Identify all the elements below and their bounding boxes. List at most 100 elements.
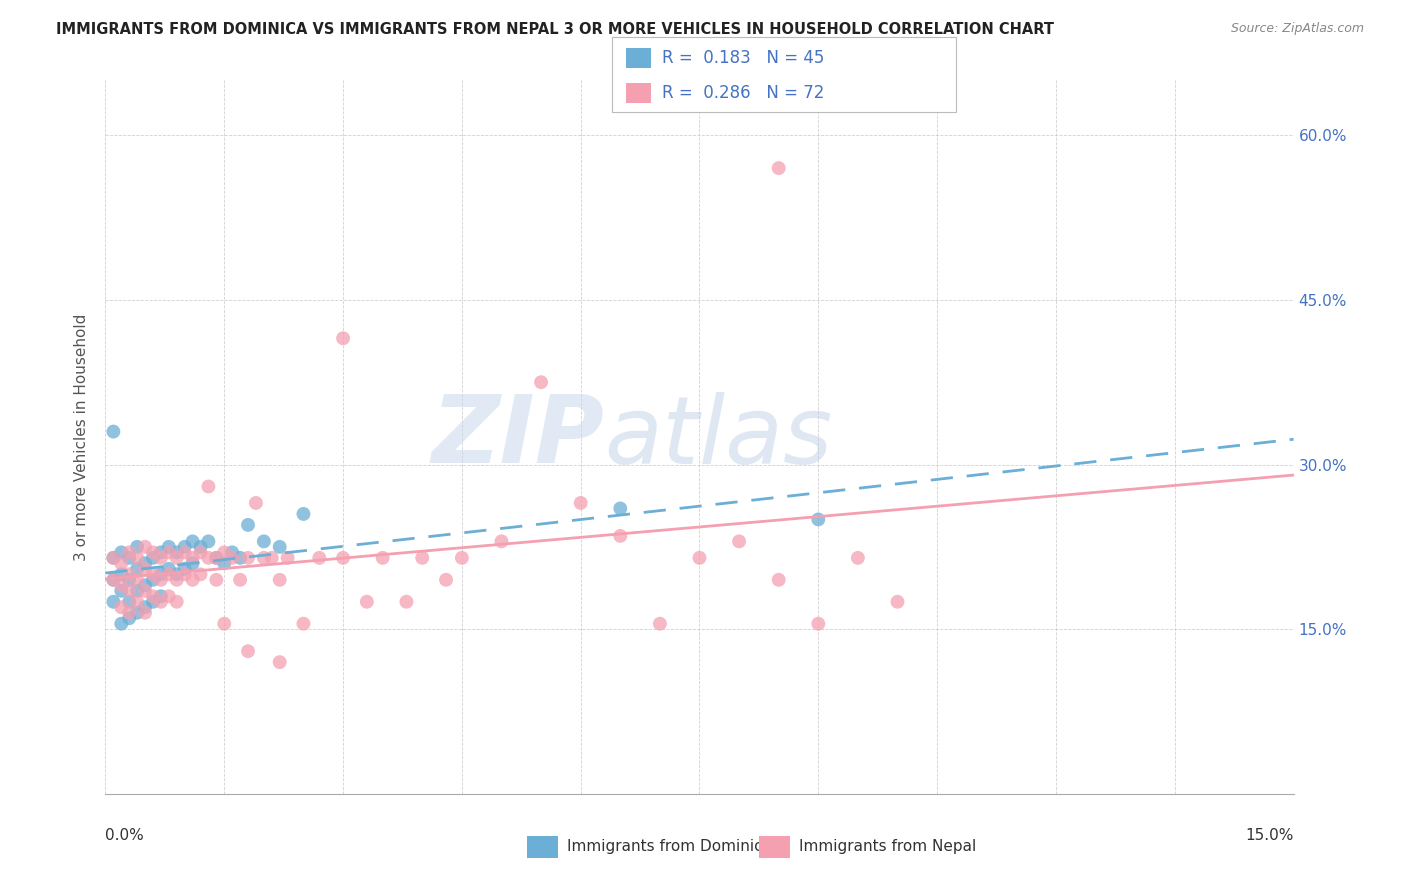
Point — [173, 562, 195, 576]
Point — [149, 573, 172, 587]
Point — [332, 331, 354, 345]
Point — [609, 501, 631, 516]
Point — [728, 534, 751, 549]
Point — [127, 583, 149, 598]
Point — [134, 578, 156, 592]
Point — [166, 550, 188, 565]
Point — [103, 595, 125, 609]
Point — [221, 545, 243, 559]
Point — [205, 573, 228, 587]
Point — [110, 557, 132, 571]
Point — [356, 595, 378, 609]
Point — [134, 606, 156, 620]
Point — [149, 589, 172, 603]
Point — [118, 595, 141, 609]
Y-axis label: 3 or more Vehicles in Household: 3 or more Vehicles in Household — [75, 313, 90, 561]
Point — [127, 550, 149, 565]
Point — [103, 550, 125, 565]
Point — [110, 600, 132, 615]
Point — [846, 550, 869, 565]
Point — [157, 545, 180, 559]
Text: Source: ZipAtlas.com: Source: ZipAtlas.com — [1230, 22, 1364, 36]
Point — [292, 507, 315, 521]
Point — [134, 600, 156, 615]
Point — [807, 512, 830, 526]
Point — [245, 496, 267, 510]
Point — [395, 595, 418, 609]
Point — [142, 567, 165, 582]
Text: Immigrants from Dominica: Immigrants from Dominica — [567, 839, 772, 855]
Point — [157, 567, 180, 582]
Text: ZIP: ZIP — [432, 391, 605, 483]
Point — [648, 616, 671, 631]
Point — [229, 573, 252, 587]
Point — [142, 595, 165, 609]
Point — [197, 479, 219, 493]
Point — [768, 573, 790, 587]
Point — [149, 567, 172, 582]
Point — [142, 589, 165, 603]
Point — [491, 534, 513, 549]
Point — [166, 573, 188, 587]
Point — [205, 550, 228, 565]
Point — [173, 540, 195, 554]
Point — [166, 545, 188, 559]
Point — [134, 557, 156, 571]
Point — [110, 583, 132, 598]
Point — [181, 573, 204, 587]
Point — [277, 550, 299, 565]
Point — [253, 550, 276, 565]
Point — [190, 567, 212, 582]
Point — [292, 616, 315, 631]
Point — [142, 573, 165, 587]
Point — [118, 550, 141, 565]
Point — [197, 550, 219, 565]
Point — [127, 606, 149, 620]
Point — [569, 496, 592, 510]
Point — [173, 545, 195, 559]
Text: Immigrants from Nepal: Immigrants from Nepal — [799, 839, 976, 855]
Point — [253, 534, 276, 549]
Point — [807, 616, 830, 631]
Point — [269, 573, 291, 587]
Point — [127, 540, 149, 554]
Point — [127, 595, 149, 609]
Point — [134, 583, 156, 598]
Point — [197, 534, 219, 549]
Point — [118, 567, 141, 582]
Point — [157, 562, 180, 576]
Text: R =  0.286   N = 72: R = 0.286 N = 72 — [662, 84, 824, 102]
Point — [166, 595, 188, 609]
Point — [214, 557, 236, 571]
Point — [118, 545, 141, 559]
Point — [149, 550, 172, 565]
Point — [236, 517, 259, 532]
Point — [190, 540, 212, 554]
Text: 0.0%: 0.0% — [105, 828, 145, 843]
Point — [181, 557, 204, 571]
Text: atlas: atlas — [605, 392, 832, 483]
Point — [609, 529, 631, 543]
Point — [103, 550, 125, 565]
Point — [118, 583, 141, 598]
Point — [127, 562, 149, 576]
Point — [269, 655, 291, 669]
Point — [142, 550, 165, 565]
Point — [308, 550, 330, 565]
Point — [118, 573, 141, 587]
Point — [229, 550, 252, 565]
Text: R =  0.183   N = 45: R = 0.183 N = 45 — [662, 49, 824, 67]
Point — [149, 545, 172, 559]
Point — [181, 534, 204, 549]
Point — [221, 550, 243, 565]
Text: IMMIGRANTS FROM DOMINICA VS IMMIGRANTS FROM NEPAL 3 OR MORE VEHICLES IN HOUSEHOL: IMMIGRANTS FROM DOMINICA VS IMMIGRANTS F… — [56, 22, 1054, 37]
Point — [110, 578, 132, 592]
Point — [149, 595, 172, 609]
Point — [371, 550, 394, 565]
Point — [110, 545, 132, 559]
Point — [236, 550, 259, 565]
Point — [103, 573, 125, 587]
Point — [142, 545, 165, 559]
Point — [205, 550, 228, 565]
Point — [214, 616, 236, 631]
